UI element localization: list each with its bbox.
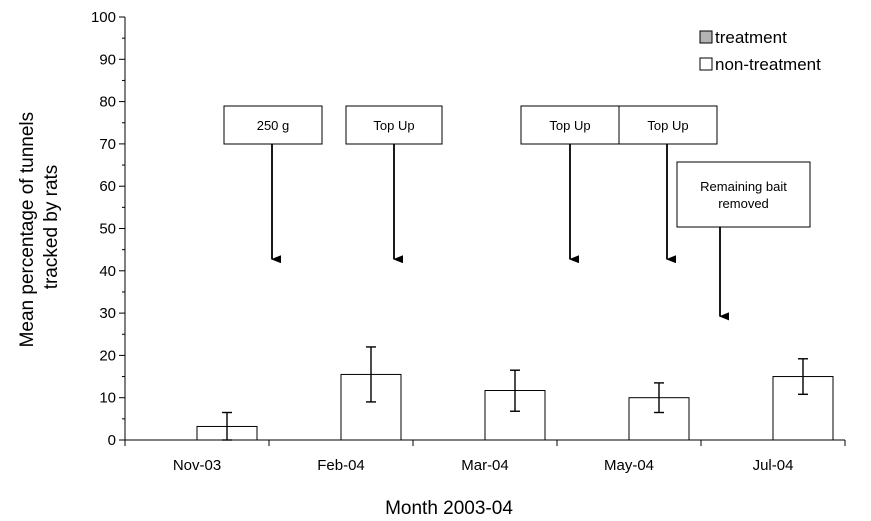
legend-swatch <box>699 30 713 44</box>
y-axis: 0 10 20 30 40 50 60 70 80 90 100 <box>91 9 126 449</box>
annotations: 250 g Top Up Top Up Top Up Remaining bait rem… <box>223 105 811 321</box>
legend: treatment non-treatment <box>699 28 821 74</box>
annotation-box <box>520 105 620 145</box>
y-tick-label: 20 <box>99 347 116 364</box>
annotation-box <box>618 105 718 145</box>
y-tick-label: 90 <box>99 51 116 68</box>
annotation-box <box>345 105 443 145</box>
y-tick-label: 50 <box>99 221 116 238</box>
annotation-label: Remaining bait <box>700 179 787 194</box>
annotation-box <box>223 105 323 145</box>
x-tick-label: Jul-04 <box>753 457 794 474</box>
x-tick-label: Mar-04 <box>461 457 509 474</box>
y-axis-title-line-1: Mean percentage of tunnels <box>17 112 38 348</box>
annotation-label: Top Up <box>373 118 414 133</box>
y-axis-title: Mean percentage of tunnels tracked by ra… <box>17 107 62 348</box>
y-tick-label: 40 <box>99 263 116 280</box>
x-tick-label: Nov-03 <box>173 457 221 474</box>
error-bars <box>222 346 808 441</box>
x-axis-title: Month 2003-04 <box>385 498 513 519</box>
annotation-label: Top Up <box>549 118 590 133</box>
y-tick-label: 10 <box>99 390 116 407</box>
legend-label: non-treatment <box>715 55 821 74</box>
bars <box>196 373 834 441</box>
x-axis: Nov-03 Feb-04 Mar-04 May-04 Jul-04 <box>124 439 846 474</box>
annotation-box <box>676 161 811 228</box>
annotation-label: removed <box>718 196 769 211</box>
x-tick-label: Feb-04 <box>317 457 365 474</box>
y-axis-title-line-2: tracked by rats <box>41 165 62 290</box>
annotation-label: Top Up <box>647 118 688 133</box>
y-tick-label: 100 <box>91 9 116 26</box>
legend-swatch <box>699 57 713 71</box>
y-tick-label: 80 <box>99 94 116 111</box>
y-tick-label: 70 <box>99 136 116 153</box>
y-tick-label: 60 <box>99 178 116 195</box>
annotation-label: 250 g <box>257 118 290 133</box>
y-tick-label: 30 <box>99 305 116 322</box>
x-tick-label: May-04 <box>604 457 654 474</box>
legend-label: treatment <box>715 28 787 47</box>
y-tick-label: 0 <box>108 432 116 449</box>
